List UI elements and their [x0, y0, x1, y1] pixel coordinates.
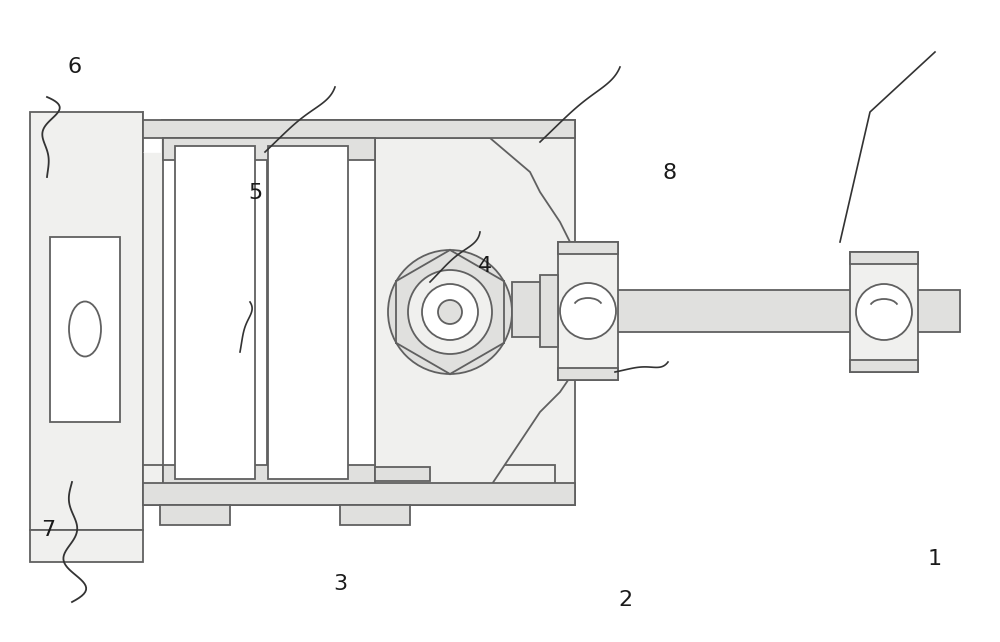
- Bar: [163, 465, 375, 487]
- Bar: [512, 282, 542, 337]
- Text: 8: 8: [663, 163, 677, 184]
- Bar: [175, 146, 255, 479]
- Text: 3: 3: [333, 574, 347, 594]
- Bar: [540, 275, 558, 347]
- Bar: [143, 120, 575, 505]
- Circle shape: [560, 283, 616, 339]
- Circle shape: [422, 284, 478, 340]
- Circle shape: [388, 250, 512, 374]
- Bar: [850, 252, 918, 264]
- Bar: [30, 112, 143, 530]
- Text: 4: 4: [478, 256, 492, 277]
- Bar: [143, 487, 575, 505]
- Bar: [30, 530, 143, 562]
- Bar: [558, 368, 618, 380]
- Bar: [375, 467, 430, 481]
- Bar: [558, 242, 618, 380]
- Bar: [850, 252, 918, 372]
- Bar: [143, 120, 575, 138]
- Bar: [340, 505, 410, 525]
- Bar: [50, 237, 120, 422]
- Polygon shape: [375, 138, 575, 487]
- Text: 7: 7: [41, 519, 55, 540]
- Text: 5: 5: [248, 182, 262, 203]
- Bar: [850, 360, 918, 372]
- Bar: [558, 290, 960, 332]
- Text: 6: 6: [68, 57, 82, 78]
- Ellipse shape: [69, 302, 101, 356]
- Bar: [558, 242, 618, 254]
- Bar: [143, 483, 575, 505]
- Text: 1: 1: [928, 548, 942, 569]
- Bar: [163, 138, 375, 160]
- Polygon shape: [143, 112, 160, 152]
- Circle shape: [438, 300, 462, 324]
- Circle shape: [408, 270, 492, 354]
- Bar: [160, 505, 230, 525]
- Bar: [163, 138, 375, 487]
- Bar: [143, 465, 555, 487]
- Bar: [268, 146, 348, 479]
- Circle shape: [856, 284, 912, 340]
- Text: 2: 2: [618, 590, 632, 611]
